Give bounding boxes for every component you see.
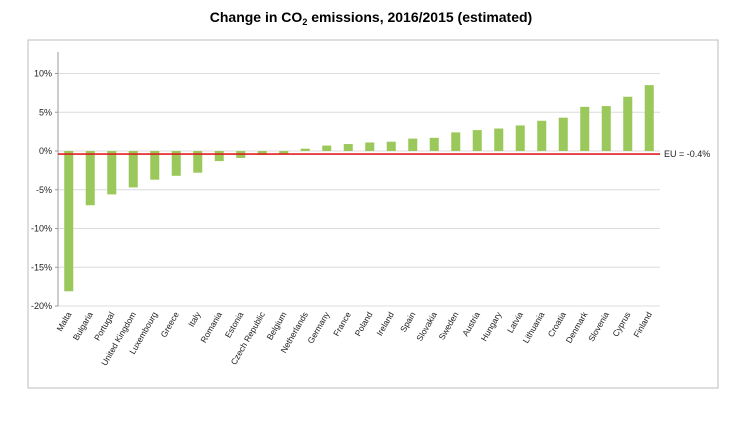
x-tick-label: Greece — [158, 310, 181, 339]
x-tick-label: Slovakia — [414, 310, 439, 343]
x-tick-label: Cyprus — [610, 310, 632, 338]
chart-title-suffix: emissions, 2016/2015 (estimated) — [307, 9, 532, 25]
bar — [623, 96, 633, 151]
x-tick-label: Spain — [398, 310, 418, 334]
bar — [558, 117, 568, 151]
x-tick-label: Estonia — [223, 310, 246, 340]
bar — [322, 145, 332, 151]
bar — [85, 151, 95, 206]
y-tick-label: -10% — [31, 224, 52, 234]
x-tick-label: France — [331, 310, 353, 338]
reference-line-label: EU = -0.4% — [664, 149, 710, 159]
x-tick-label: Austria — [460, 310, 482, 338]
y-tick-label: 0% — [39, 146, 52, 156]
bar — [365, 142, 375, 151]
bar — [408, 138, 418, 151]
bar — [429, 137, 439, 151]
y-tick-label: 5% — [39, 107, 52, 117]
x-tick-label: Finland — [631, 310, 654, 339]
chart-title-subscript: 2 — [302, 17, 307, 27]
bar — [601, 106, 611, 151]
x-tick-label: Hungary — [479, 309, 504, 342]
chart-title-main: Change in CO — [210, 9, 303, 25]
x-tick-label: Slovenia — [586, 310, 611, 343]
bar — [537, 120, 547, 151]
bar — [128, 151, 138, 188]
bar — [171, 151, 181, 176]
bar — [150, 151, 160, 180]
x-tick-label: Italy — [186, 309, 203, 328]
bar — [644, 85, 654, 151]
bar — [494, 128, 504, 151]
chart-frame — [27, 39, 719, 389]
bar — [343, 144, 353, 151]
y-tick-label: -20% — [31, 301, 52, 311]
y-tick-label: 10% — [34, 69, 52, 79]
bar — [214, 151, 224, 162]
bar — [279, 151, 289, 155]
bar — [193, 151, 203, 173]
bars — [64, 85, 654, 292]
y-axis: -20% -15% -10% -5% 0% 5% 10% — [31, 52, 59, 311]
bar — [386, 141, 396, 151]
bar — [580, 106, 590, 151]
x-tick-label: Poland — [353, 310, 375, 338]
x-tick-label: Sweden — [436, 310, 460, 342]
chart-title: Change in CO2 emissions, 2016/2015 (esti… — [210, 9, 532, 27]
x-tick-label: Denmark — [564, 309, 590, 345]
bar — [64, 151, 74, 292]
x-tick-label: Malta — [54, 310, 73, 333]
y-tick-label: -15% — [31, 262, 52, 272]
y-tick-label: -5% — [36, 185, 52, 195]
bar — [257, 151, 267, 155]
bar — [107, 151, 117, 195]
gridlines — [58, 73, 660, 307]
x-tick-label: Latvia — [505, 310, 525, 335]
bar — [472, 130, 482, 151]
bar — [515, 125, 525, 151]
bar — [451, 132, 461, 151]
bar — [300, 148, 310, 151]
x-tick-label: Croatia — [546, 310, 568, 339]
x-tick-label: Ireland — [374, 310, 396, 338]
reference-line-group: EU = -0.4% — [58, 149, 710, 159]
